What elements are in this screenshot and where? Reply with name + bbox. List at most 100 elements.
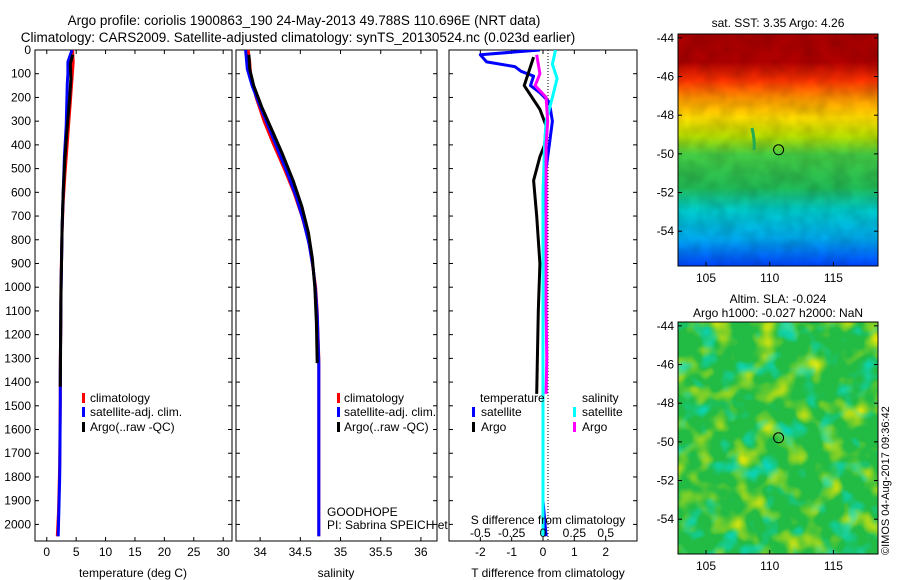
lon-tick-label: 105 xyxy=(696,559,716,573)
legend-swatch-climatology xyxy=(82,393,85,403)
salinity-panel: 34 34.5 35 35.5 36 salinity climatology sate… xyxy=(235,49,530,580)
depth-tick-label: 300 xyxy=(11,114,31,128)
x-tick-label: 34 xyxy=(253,545,267,559)
lat-tick-label: -54 xyxy=(657,512,675,526)
x-tick-label: -1 xyxy=(506,545,517,559)
sst-map-title: sat. SST: 3.35 Argo: 4.26 xyxy=(712,16,845,30)
depth-tick-label: 700 xyxy=(11,209,31,223)
depth-tick-label: 800 xyxy=(11,233,31,247)
depth-tick-label: 1000 xyxy=(4,280,31,294)
s-difference-tick-label: 0.25 xyxy=(563,526,587,540)
lat-tick-label: -46 xyxy=(657,358,675,372)
legend-label-argo: Argo(..raw -QC) xyxy=(344,420,429,434)
depth-axis: 0 100 200 300 400 500 600 700 800 900 1000 1100 1200… xyxy=(4,43,232,531)
lon-tick-label: 110 xyxy=(760,271,779,285)
legend-label-satellite: satellite-adj. clim. xyxy=(344,405,436,419)
lat-tick-label: -44 xyxy=(657,31,675,45)
figure-title-line2: Climatology: CARS2009. Satellite-adjuste… xyxy=(20,30,576,45)
x-tick-label: 36 xyxy=(414,545,428,559)
depth-tick-label: 0 xyxy=(24,43,31,57)
sst-lon-axis: 105 110 115 xyxy=(696,262,843,285)
depth-tick-label: 600 xyxy=(11,185,31,199)
legend-swatch-t-argo xyxy=(472,422,475,432)
s-difference-tick-label: 0 xyxy=(540,526,547,540)
lat-tick-label: -44 xyxy=(657,319,675,333)
difference-legend: temperature satellite Argo salinity sate… xyxy=(472,391,623,434)
legend-label-t-argo: Argo xyxy=(481,420,507,434)
legend-swatch-s-satellite xyxy=(573,407,576,417)
salinity-legend: climatology satellite-adj. clim. Argo(..… xyxy=(337,391,436,434)
legend-label-climatology: climatology xyxy=(90,391,150,405)
legend-swatch-climatology xyxy=(337,393,340,403)
depth-tick-label: 500 xyxy=(11,162,31,176)
depth-tick-label: 100 xyxy=(11,67,31,81)
depth-tick-label: 1800 xyxy=(4,470,31,484)
difference-depth-ticks xyxy=(449,49,637,525)
lat-tick-label: -48 xyxy=(657,396,675,410)
legend-swatch-satellite xyxy=(337,407,340,417)
depth-tick-label: 1600 xyxy=(4,423,31,437)
lon-tick-label: 110 xyxy=(760,559,779,573)
sst-texture xyxy=(678,34,878,266)
t-difference-xlabel: T difference from climatology xyxy=(471,566,625,580)
temperature-legend: climatology satellite-adj. clim. Argo(..… xyxy=(82,391,182,434)
sla-map-title-line1: Altim. SLA: -0.024 xyxy=(730,292,827,306)
sla-map: Altim. SLA: -0.024 Argo h1000: -0.027 h2… xyxy=(657,292,879,573)
lat-tick-label: -54 xyxy=(657,224,675,238)
sst-map: sat. SST: 3.35 Argo: 4.26 -44 -46 -48 -50 -5… xyxy=(657,16,879,285)
legend-label-satellite: satellite-adj. clim. xyxy=(90,405,182,419)
depth-tick-label: 200 xyxy=(11,90,31,104)
salinity-lines xyxy=(244,50,321,537)
sla-map-frame xyxy=(677,321,879,555)
legend-swatch-t-satellite xyxy=(472,407,475,417)
sst-filament xyxy=(750,127,756,151)
x-tick-label: 35.5 xyxy=(369,545,393,559)
difference-lines xyxy=(478,50,559,537)
legend-label-argo: Argo(..raw -QC) xyxy=(90,420,175,434)
x-tick-label: 10 xyxy=(99,545,113,559)
difference-panel: -2 -1 0 1 2 S difference from climatology -0… xyxy=(448,49,638,580)
lat-tick-label: -52 xyxy=(657,186,675,200)
depth-tick-label: 1200 xyxy=(4,328,31,342)
depth-tick-label: 1300 xyxy=(4,351,31,365)
legend-swatch-s-argo xyxy=(573,422,576,432)
s-difference-tick-label: 0.5 xyxy=(597,526,614,540)
lon-tick-label: 105 xyxy=(696,271,716,285)
x-tick-label: -2 xyxy=(475,545,486,559)
salinity-depth-ticks xyxy=(236,49,437,525)
x-tick-label: 34.5 xyxy=(289,545,313,559)
legend-label-s-satellite: satellite xyxy=(582,405,623,419)
temperature-axes-frame xyxy=(34,49,233,542)
x-tick-label: 0 xyxy=(540,545,547,559)
sla-negative-anomalies xyxy=(678,322,878,554)
lat-tick-label: -52 xyxy=(657,474,675,488)
lon-tick-label: 115 xyxy=(824,559,843,573)
legend-label-s-argo: Argo xyxy=(582,420,608,434)
figure-title-line1: Argo profile: coriolis 1900863_190 24-Ma… xyxy=(67,13,541,28)
x-tick-label: 0 xyxy=(43,545,50,559)
depth-tick-label: 1100 xyxy=(5,304,31,318)
salinity-xlabel: salinity xyxy=(318,566,355,580)
legend-label-climatology: climatology xyxy=(344,391,404,405)
argo-position-marker xyxy=(773,144,785,156)
depth-tick-label: 1700 xyxy=(4,446,31,460)
lat-tick-label: -50 xyxy=(657,435,675,449)
x-tick-label: 25 xyxy=(187,545,201,559)
temperature-xlabel: temperature (deg C) xyxy=(79,566,187,580)
x-tick-label: 30 xyxy=(216,545,230,559)
depth-tick-label: 2000 xyxy=(4,517,31,531)
sla-lat-axis: -44 -46 -48 -50 -52 -54 xyxy=(657,319,878,526)
lat-tick-label: -48 xyxy=(657,108,675,122)
x-tick-label: 20 xyxy=(158,545,172,559)
depth-tick-label: 1900 xyxy=(4,494,31,508)
sst-map-frame xyxy=(677,33,879,267)
temperature-panel: 0100200300400500600700800900100011001200… xyxy=(4,43,233,580)
series-argo-raw-qc xyxy=(58,54,75,387)
series-salinity-satellite xyxy=(541,50,559,537)
x-tick-label: 35 xyxy=(334,545,348,559)
depth-tick-label: 1500 xyxy=(4,399,31,413)
lon-tick-label: 115 xyxy=(824,271,843,285)
series-temperature-argo xyxy=(522,56,548,394)
x-tick-label: 15 xyxy=(128,545,142,559)
